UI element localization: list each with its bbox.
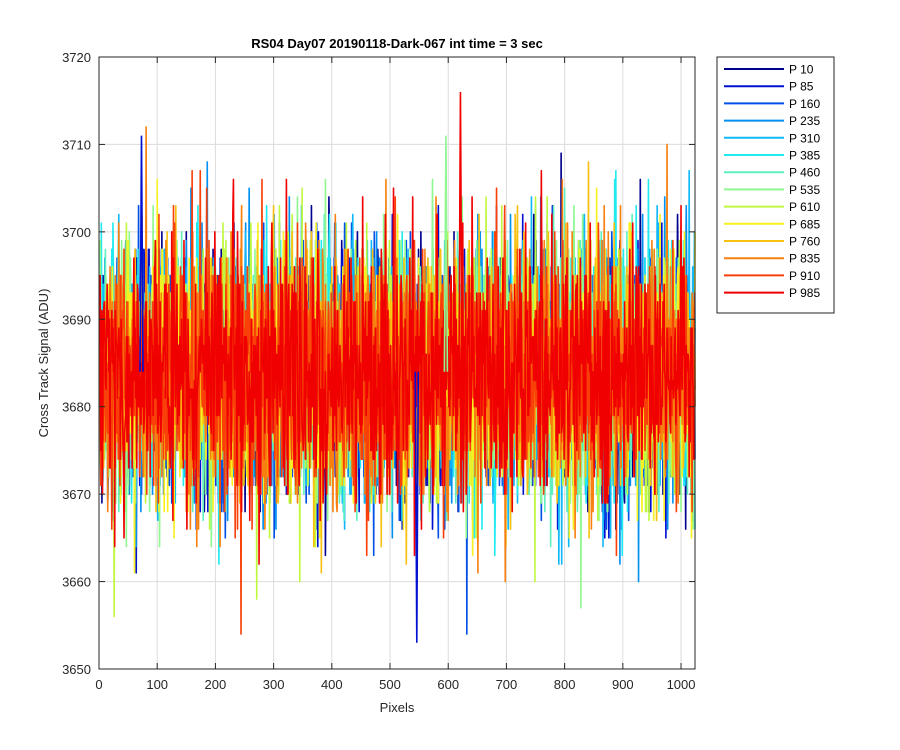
x-tick-label: 1000 (667, 677, 696, 692)
x-axis-ticks: 0 100 200 300 400 500 600 700 800 900 1000 (95, 57, 695, 692)
plot-frame (98, 56, 696, 670)
legend-box (716, 56, 835, 314)
legend-label: P 835 (789, 252, 820, 266)
x-tick-label: 600 (437, 677, 459, 692)
legend-label: P 10 (789, 63, 814, 77)
x-tick-label: 400 (321, 677, 343, 692)
x-tick-label: 200 (205, 677, 227, 692)
x-tick-label: 100 (146, 677, 168, 692)
y-tick-label: 3690 (62, 312, 91, 327)
y-axis-label: Cross Track Signal (ADU) (36, 289, 51, 438)
series-line-13 (98, 169, 696, 565)
series-lines (98, 91, 696, 643)
x-axis-label: Pixels (380, 700, 415, 715)
series-spike-3 (443, 135, 449, 372)
legend-label: P 85 (789, 80, 814, 94)
y-tick-label: 3670 (62, 487, 91, 502)
y-tick-label: 3720 (62, 50, 91, 65)
legend-label: P 385 (789, 149, 820, 163)
legend-label: P 160 (789, 97, 820, 111)
y-tick-label: 3700 (62, 225, 91, 240)
series-spike-0 (458, 91, 463, 372)
y-tick-label: 3680 (62, 400, 91, 415)
y-tick-label: 3650 (62, 662, 91, 677)
series-spike-2 (139, 135, 144, 372)
y-tick-label: 3710 (62, 137, 91, 152)
x-tick-label: 900 (612, 677, 634, 692)
legend-label: P 760 (789, 235, 820, 249)
legend-label: P 310 (789, 131, 820, 145)
legend-label: P 235 (789, 114, 820, 128)
legend-label: P 460 (789, 166, 820, 180)
y-tick-label: 3660 (62, 575, 91, 590)
legend-label: P 910 (789, 269, 820, 283)
legend-label: P 610 (789, 200, 820, 214)
x-tick-label: 800 (554, 677, 576, 692)
series-spike-1 (414, 371, 420, 643)
x-tick-label: 700 (496, 677, 518, 692)
legend: P 10 P 85 P 160 P 235 P 310 P 385 P 460 P 535 P … (716, 56, 835, 314)
legend-label: P 685 (789, 217, 820, 231)
chart-title: RS04 Day07 20190118-Dark-067 int time = … (251, 36, 543, 51)
x-tick-label: 0 (95, 677, 102, 692)
x-tick-label: 500 (379, 677, 401, 692)
legend-label: P 535 (789, 183, 820, 197)
x-tick-label: 300 (263, 677, 285, 692)
legend-label: P 985 (789, 286, 820, 300)
y-axis-ticks: 3650 3660 3670 3680 3690 3700 3710 3720 (62, 50, 695, 677)
